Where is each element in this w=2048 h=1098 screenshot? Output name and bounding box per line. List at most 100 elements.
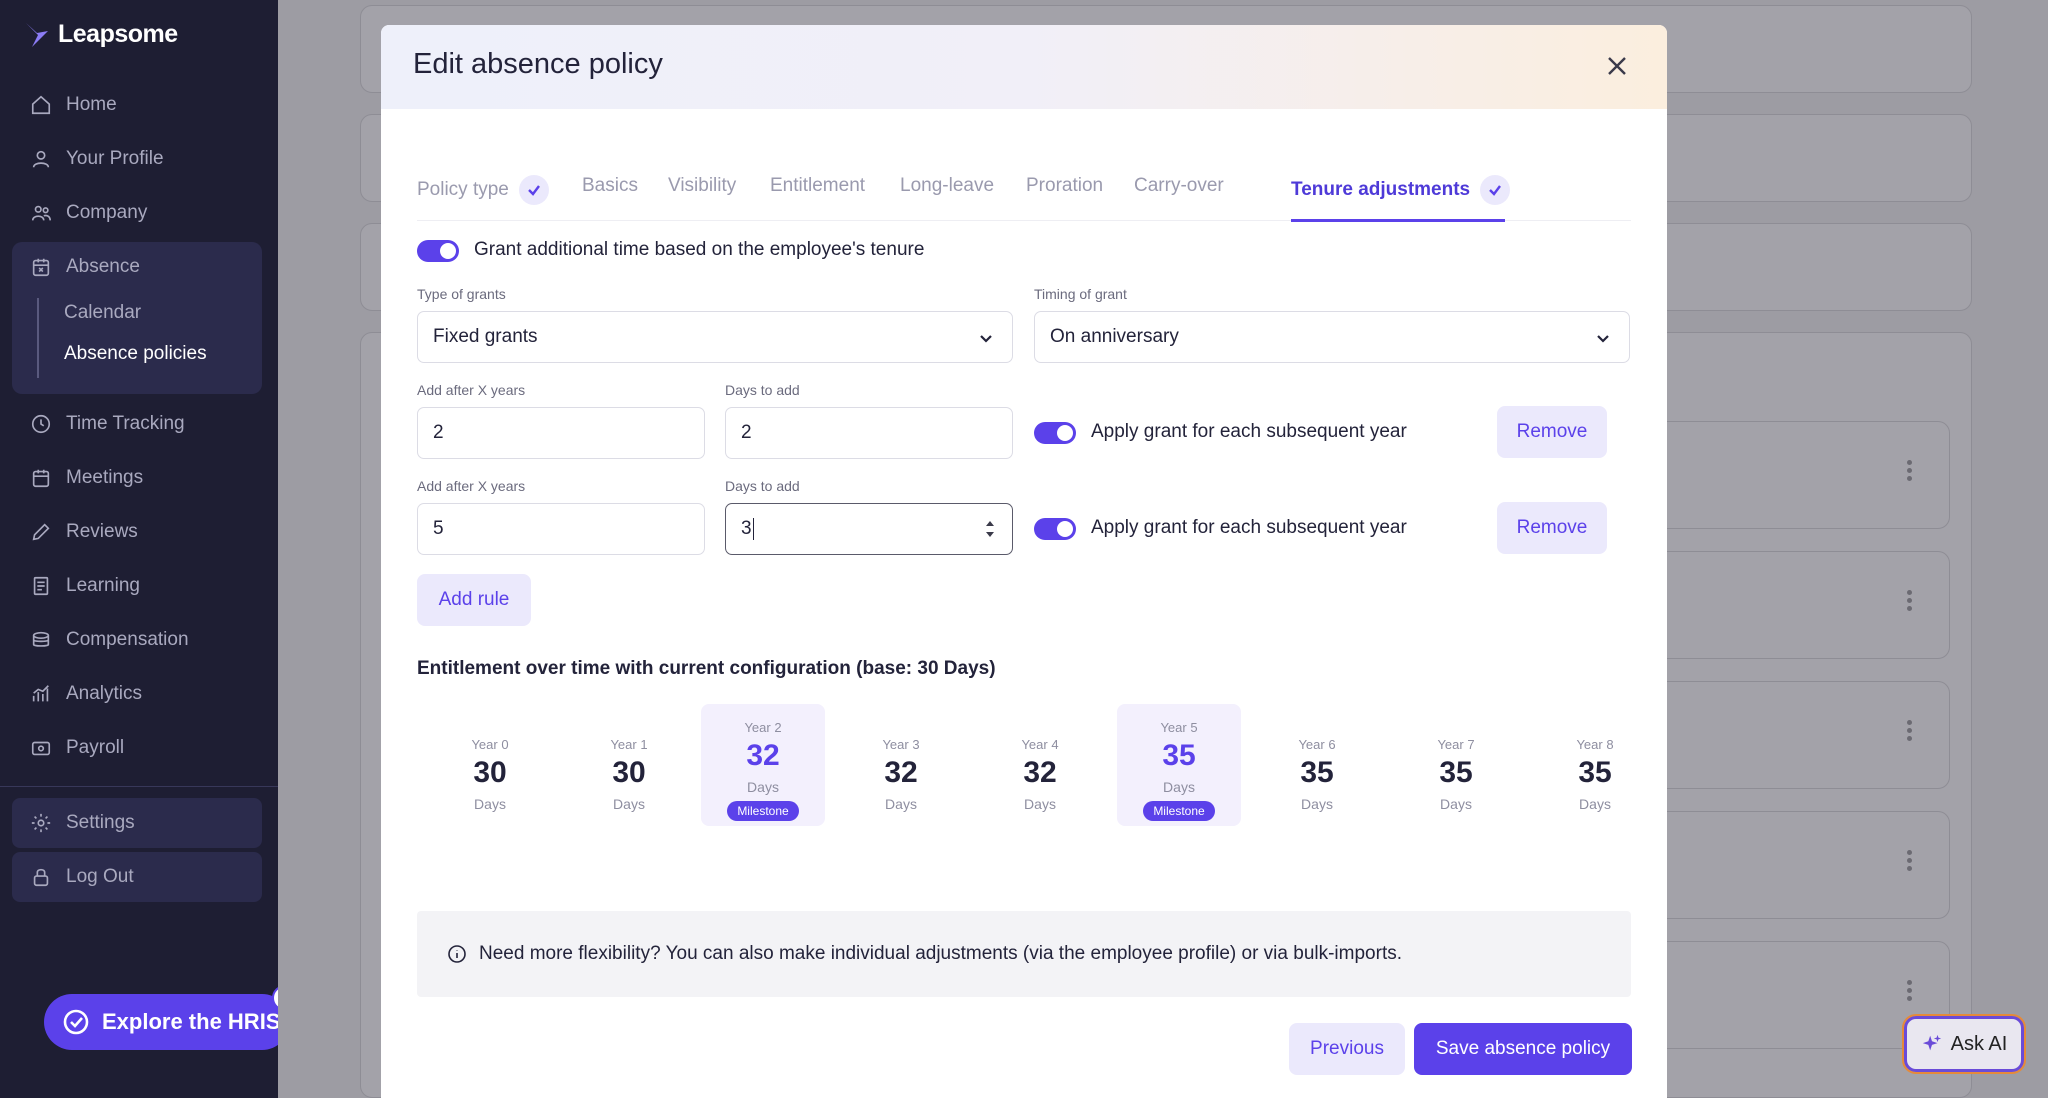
brand-name: Leapsome [58, 20, 178, 48]
year-card: Year 1 30 Days [567, 737, 691, 812]
subsequent-year-toggle[interactable] [1034, 518, 1076, 540]
add-rule-button[interactable]: Add rule [417, 574, 531, 626]
days-to-add-input[interactable]: 3 [725, 503, 1013, 555]
check-icon [1480, 175, 1511, 205]
sidebar-item-your-profile[interactable]: Your Profile [12, 134, 262, 184]
wizard-tabs: Policy type Basics Visibility Entitlemen… [417, 153, 1631, 222]
year-label: Year 8 [1576, 737, 1614, 752]
year-days-value: 35 [1300, 756, 1334, 789]
tab-proration[interactable]: Proration [1026, 175, 1104, 196]
background-row [1638, 681, 1950, 789]
year-label: Year 7 [1437, 737, 1475, 752]
input-value: 2 [741, 422, 752, 443]
explore-hris-button[interactable]: Explore the HRIS [44, 994, 290, 1050]
grant-tenure-label: Grant additional time based on the emplo… [474, 239, 925, 260]
sidebar: Leapsome Home Your Profile Company Absen… [0, 0, 278, 1098]
year-label: Year 6 [1298, 737, 1336, 752]
remove-rule-button[interactable]: Remove [1497, 502, 1607, 554]
year-card: Year 4 32 Days [978, 737, 1102, 812]
sidebar-item-label: Settings [66, 812, 135, 833]
sidebar-item-learning[interactable]: Learning [12, 561, 262, 611]
sidebar-item-settings[interactable]: Settings [12, 798, 262, 848]
days-to-add-input[interactable]: 2 [725, 407, 1013, 459]
tab-carry-over[interactable]: Carry-over [1134, 175, 1224, 196]
gear-icon [31, 813, 51, 833]
sidebar-item-label: Time Tracking [66, 413, 185, 434]
tab-tenure-adjustments[interactable]: Tenure adjustments [1291, 175, 1511, 205]
info-text: Need more flexibility? You can also make… [479, 943, 1403, 964]
sidebar-item-label: Company [66, 202, 148, 223]
year-unit: Days [474, 796, 506, 812]
tab-entitlement[interactable]: Entitlement [770, 175, 866, 196]
year-days-value: 35 [1162, 739, 1196, 772]
previous-button[interactable]: Previous [1289, 1023, 1405, 1075]
year-days-value: 30 [612, 756, 646, 789]
tab-label: Tenure adjustments [1291, 179, 1471, 200]
year-label: Year 5 [1160, 720, 1198, 735]
type-of-grants-label: Type of grants [417, 286, 506, 302]
sidebar-item-payroll[interactable]: Payroll [12, 723, 262, 773]
year-label: Year 4 [1021, 737, 1059, 752]
tab-policy-type[interactable]: Policy type [417, 175, 549, 205]
tab-basics[interactable]: Basics [582, 175, 638, 196]
ask-ai-button[interactable]: Ask AI [1902, 1014, 2026, 1074]
sidebar-subitem-absence-policies[interactable]: Absence policies [64, 343, 207, 364]
sidebar-item-absence[interactable]: Absence [12, 242, 262, 292]
year-unit: Days [613, 796, 645, 812]
users-icon [31, 205, 51, 221]
more-options-icon [1907, 850, 1913, 872]
type-of-grants-select[interactable]: Fixed grants [417, 311, 1013, 363]
days-to-add-label: Days to add [725, 382, 800, 398]
sidebar-subitem-calendar[interactable]: Calendar [64, 302, 142, 323]
sidebar-item-compensation[interactable]: Compensation [12, 615, 262, 665]
pencil-icon [32, 523, 50, 541]
sidebar-item-company[interactable]: Company [12, 188, 262, 238]
more-options-icon [1907, 460, 1913, 482]
input-value: 3 [741, 518, 752, 539]
sidebar-group-absence: Absence Calendar Absence policies [12, 242, 262, 394]
days-to-add-label: Days to add [725, 478, 800, 494]
sidebar-item-time-tracking[interactable]: Time Tracking [12, 399, 262, 449]
sidebar-item-meetings[interactable]: Meetings [12, 453, 262, 503]
info-icon [448, 945, 466, 963]
book-icon [33, 576, 49, 596]
sidebar-item-home[interactable]: Home [12, 80, 262, 130]
year-card: Year 8 35 Days [1533, 737, 1657, 812]
year-days-value: 35 [1439, 756, 1473, 789]
check-circle-icon [63, 1009, 89, 1035]
entitlement-section-title: Entitlement over time with current confi… [417, 658, 996, 679]
sidebar-item-analytics[interactable]: Analytics [12, 669, 262, 719]
year-card: Year 0 30 Days [428, 737, 552, 812]
save-absence-policy-button[interactable]: Save absence policy [1414, 1023, 1632, 1075]
close-icon [1608, 57, 1626, 75]
tab-long-leave[interactable]: Long-leave [900, 175, 995, 196]
more-options-icon [1907, 590, 1913, 612]
year-card-milestone: Year 5 35 Days Milestone [1117, 704, 1241, 826]
sidebar-item-reviews[interactable]: Reviews [12, 507, 262, 557]
coins-icon [32, 631, 50, 647]
year-label: Year 1 [610, 737, 648, 752]
sub-nav-line [37, 298, 39, 378]
subsequent-year-toggle[interactable] [1034, 422, 1076, 444]
timing-of-grant-label: Timing of grant [1034, 286, 1127, 302]
year-days-value: 32 [746, 739, 780, 772]
remove-rule-button[interactable]: Remove [1497, 406, 1607, 458]
year-unit: Days [1024, 796, 1056, 812]
number-stepper-icon[interactable] [984, 518, 996, 540]
input-value: 5 [433, 518, 444, 539]
clock-icon [31, 414, 51, 434]
background-row [1638, 551, 1950, 659]
year-card: Year 7 35 Days [1394, 737, 1518, 812]
grant-tenure-toggle[interactable] [417, 240, 459, 262]
timing-of-grant-select[interactable]: On anniversary [1034, 311, 1630, 363]
year-days-value: 32 [1023, 756, 1057, 789]
calendar-icon [32, 469, 50, 488]
add-after-years-input[interactable]: 5 [417, 503, 705, 555]
sidebar-item-logout[interactable]: Log Out [12, 852, 262, 902]
add-after-years-input[interactable]: 2 [417, 407, 705, 459]
add-after-years-label: Add after X years [417, 478, 526, 494]
close-button[interactable] [1602, 51, 1632, 81]
tab-visibility[interactable]: Visibility [668, 175, 737, 196]
milestone-badge: Milestone [727, 801, 799, 821]
brand-logo[interactable]: Leapsome [24, 20, 178, 49]
